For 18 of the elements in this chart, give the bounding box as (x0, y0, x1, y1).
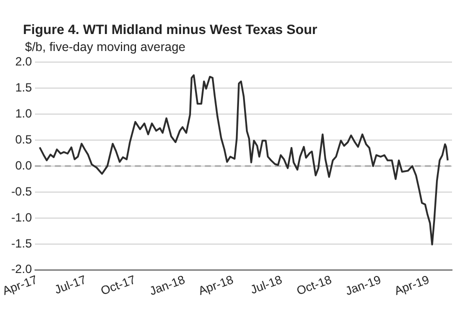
chart-subtitle: $/b, five-day moving average (25, 40, 186, 54)
chart-title: Figure 4. WTI Midland minus West Texas Sour (23, 22, 318, 37)
x-tick-label: Oct-18 (294, 272, 334, 298)
y-tick-label: 1.5 (15, 80, 32, 94)
x-tick-label: Oct-17 (98, 272, 138, 298)
x-tick-label: Apr-19 (392, 272, 432, 298)
x-tick-label: Jul-17 (52, 272, 88, 297)
y-tick-label: 1.0 (15, 106, 32, 120)
y-tick-label: 0.5 (15, 132, 32, 146)
x-tick-label: Apr-18 (196, 272, 236, 298)
y-tick-label: -0.5 (11, 184, 32, 198)
y-tick-label: -1.0 (11, 210, 32, 224)
x-tick-label: Jul-18 (248, 272, 284, 297)
y-tick-label: 2.0 (15, 54, 32, 69)
y-tick-label: -1.5 (11, 236, 32, 250)
x-tick-label: Jan-19 (344, 272, 384, 298)
x-tick-label: Jan-18 (148, 272, 188, 298)
y-tick-label: 0.0 (15, 158, 32, 172)
